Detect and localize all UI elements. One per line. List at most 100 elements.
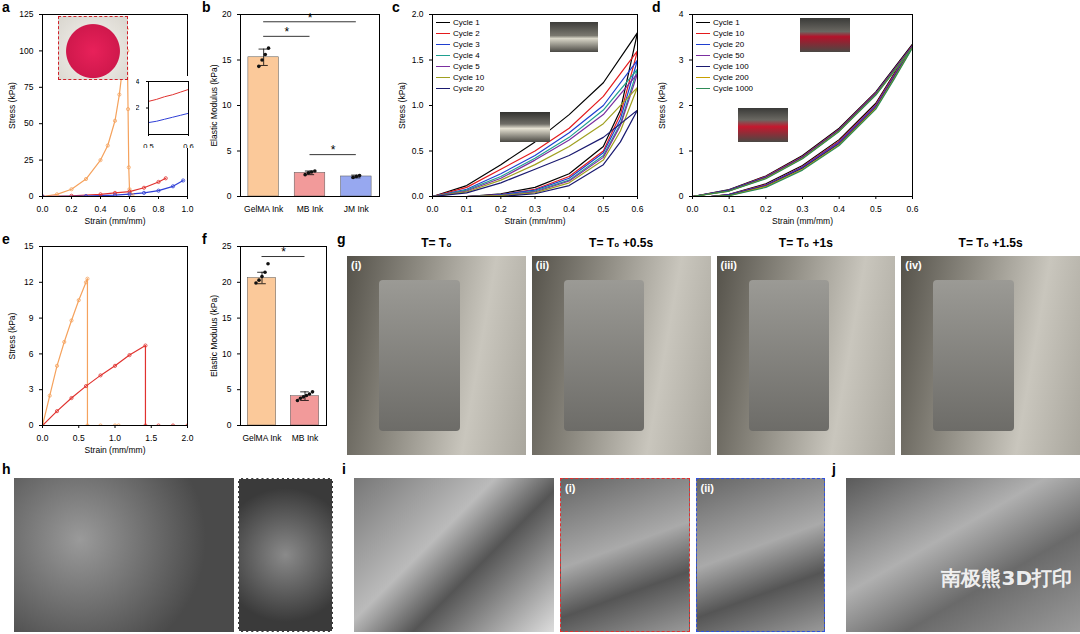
svg-text:1.0: 1.0 [412,100,424,110]
svg-text:0: 0 [29,191,34,201]
svg-text:1.0: 1.0 [109,433,121,443]
svg-text:*: * [284,25,289,39]
svg-text:75: 75 [24,82,34,92]
svg-text:6: 6 [29,349,34,359]
html-text:Cycle 2: Cycle 2 [453,29,480,38]
svg-text:2: 2 [679,100,684,110]
html-text:(i): (i) [351,259,362,271]
svg-text:15: 15 [222,55,232,65]
svg-text:0.4: 0.4 [563,204,575,214]
svg-text:4: 4 [136,77,140,86]
html-text:(iv): (iv) [905,259,922,271]
svg-text:0.4: 0.4 [95,204,107,214]
html-text:T= T₀ +1.5s: T= T₀ +1.5s [958,236,1023,250]
svg-text:15: 15 [24,241,34,251]
svg-text:0.6: 0.6 [183,142,193,148]
svg-text:MB Ink: MB Ink [297,204,324,214]
svg-text:Elastic Modulus (kPa): Elastic Modulus (kPa) [209,64,219,146]
html-text:T= T₀ +0.5s: T= T₀ +0.5s [589,236,654,250]
svg-text:0.8: 0.8 [153,204,165,214]
svg-text:0.2: 0.2 [66,204,78,214]
svg-text:3: 3 [679,55,684,65]
html-text:b: b [202,0,211,15]
svg-text:1.0: 1.0 [182,204,194,214]
svg-text:0.0: 0.0 [687,204,699,214]
svg-text:Strain (mm/mm): Strain (mm/mm) [772,216,833,226]
svg-text:GelMA Ink: GelMA Ink [242,433,282,443]
svg-text:MB Ink: MB Ink [292,433,319,443]
svg-text:25: 25 [222,241,232,251]
svg-text:2.0: 2.0 [182,433,194,443]
html-text:Cycle 5: Cycle 5 [453,62,480,71]
html-text:(iii): (iii) [720,259,737,271]
svg-text:12: 12 [24,277,34,287]
svg-text:0.5: 0.5 [412,146,424,156]
html-text:Cycle 4: Cycle 4 [453,51,480,60]
html-text:(ii): (ii) [535,259,550,271]
svg-text:0.6: 0.6 [632,204,644,214]
svg-text:4: 4 [679,9,684,19]
svg-text:2.0: 2.0 [412,9,424,19]
svg-text:Stress (kPa): Stress (kPa) [7,312,17,359]
svg-text:0.5: 0.5 [73,433,85,443]
svg-text:0.3: 0.3 [529,204,541,214]
html-text:Cycle 1: Cycle 1 [453,18,480,27]
svg-text:0.3: 0.3 [797,204,809,214]
svg-text:1.5: 1.5 [145,433,157,443]
svg-text:0: 0 [227,420,232,430]
svg-text:1.5: 1.5 [412,55,424,65]
html-text:南极熊3D打印: 南极熊3D打印 [941,566,1072,590]
html-text:(ii): (ii) [700,482,714,494]
svg-text:3: 3 [29,384,34,394]
svg-text:20: 20 [222,9,232,19]
svg-text:100: 100 [19,46,33,56]
svg-text:0.1: 0.1 [461,204,473,214]
svg-text:0.4: 0.4 [833,204,845,214]
svg-text:*: * [331,143,336,157]
svg-text:Strain (mm/mm): Strain (mm/mm) [85,216,146,226]
svg-text:*: * [308,11,313,25]
svg-text:0.5: 0.5 [143,142,153,148]
svg-text:0.0: 0.0 [427,204,439,214]
svg-text:50: 50 [24,118,34,128]
svg-text:20: 20 [222,277,232,287]
svg-text:0: 0 [29,420,34,430]
svg-text:0.0: 0.0 [37,433,49,443]
svg-text:2: 2 [136,103,140,112]
svg-text:JM Ink: JM Ink [344,204,370,214]
html-text:Cycle 3: Cycle 3 [453,40,480,49]
svg-text:15: 15 [222,313,232,323]
svg-text:125: 125 [19,9,33,19]
svg-text:10: 10 [222,100,232,110]
svg-text:5: 5 [227,146,232,156]
svg-text:0.5: 0.5 [597,204,609,214]
svg-text:*: * [281,245,286,259]
html-text:Cycle 10: Cycle 10 [453,73,485,82]
svg-text:0.1: 0.1 [723,204,735,214]
svg-text:9: 9 [29,313,34,323]
svg-text:10: 10 [222,349,232,359]
svg-text:5: 5 [227,384,232,394]
svg-text:0.0: 0.0 [412,191,424,201]
svg-text:Stress (kPa): Stress (kPa) [397,82,407,129]
svg-text:25: 25 [24,155,34,165]
svg-text:Stress (kPa): Stress (kPa) [7,82,17,129]
svg-text:0: 0 [679,191,684,201]
svg-text:0.5: 0.5 [870,204,882,214]
svg-text:1: 1 [679,146,684,156]
svg-text:Strain (mm/mm): Strain (mm/mm) [85,445,146,455]
svg-text:Elastic Modulus (kPa): Elastic Modulus (kPa) [209,295,219,377]
svg-text:Strain (mm/mm): Strain (mm/mm) [505,216,566,226]
svg-text:0: 0 [227,191,232,201]
html-text:(i): (i) [565,482,576,494]
html-text:T= T₀: T= T₀ [421,236,452,250]
svg-text:0.0: 0.0 [37,204,49,214]
svg-text:0.6: 0.6 [907,204,919,214]
svg-text:Stress (kPa): Stress (kPa) [657,82,667,129]
html-text:Cycle 20: Cycle 20 [453,84,485,93]
html-text:T= T₀ +1s: T= T₀ +1s [778,236,833,250]
svg-text:0.6: 0.6 [124,204,136,214]
svg-text:0.2: 0.2 [760,204,772,214]
svg-text:0.2: 0.2 [495,204,507,214]
svg-text:GelMA Ink: GelMA Ink [244,204,284,214]
